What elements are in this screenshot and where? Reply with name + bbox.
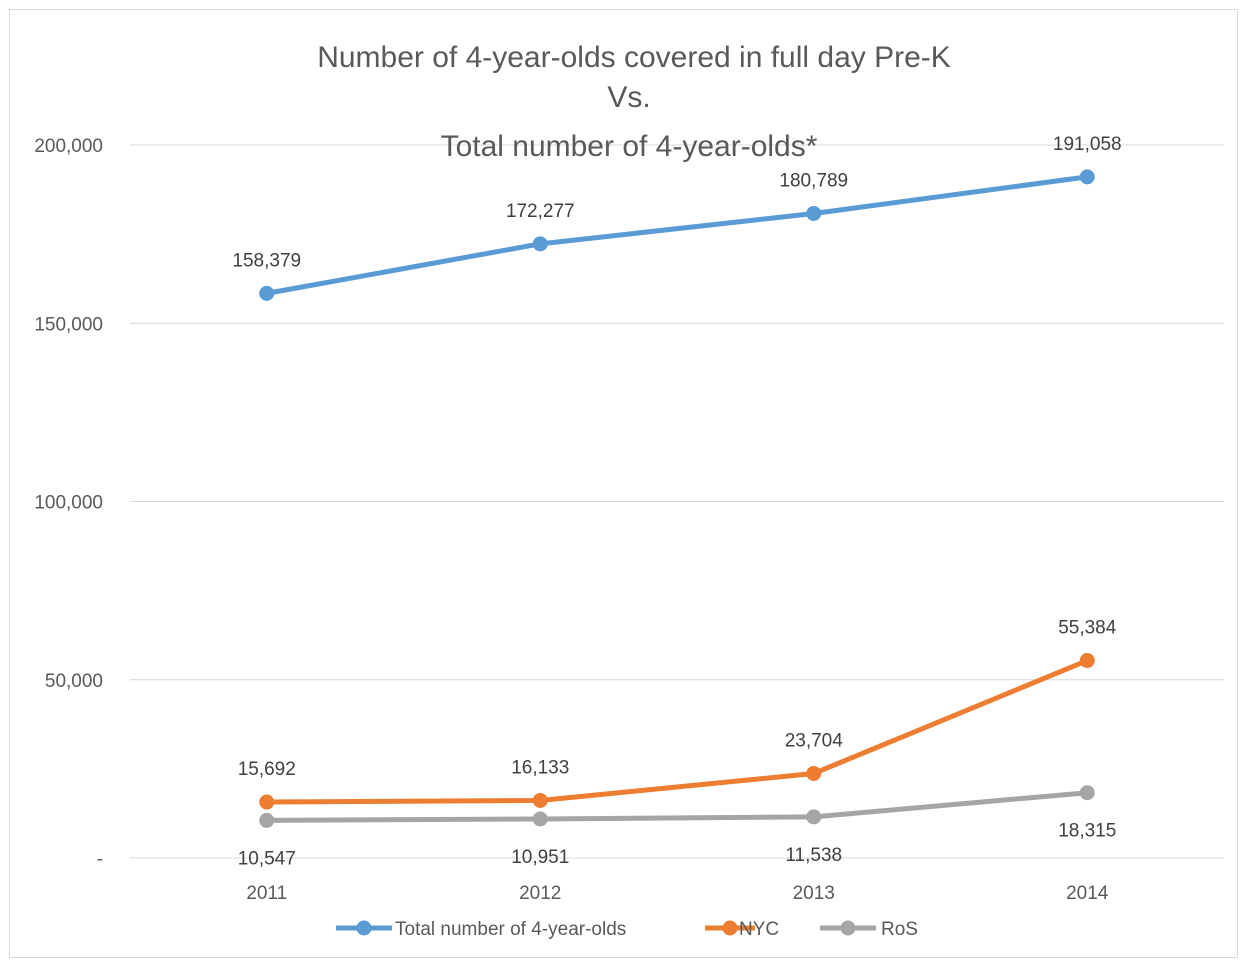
legend-swatch-marker-ros [840,920,856,936]
y-tick-label: 100,000 [34,493,103,514]
data-label-ros: 10,951 [511,847,569,868]
data-point-nyc [532,792,548,808]
chart-title-line-3: Total number of 4-year-olds* [441,130,818,163]
series-line-ros [264,790,1090,823]
data-point-ros [532,811,548,827]
data-labels: 10,547 10,951 11,538 18,315 15,692 16,133 23,7… [232,134,1121,870]
data-label-total-number-of-4-year-olds: 158,379 [232,250,301,271]
data-point-nyc [1079,653,1095,669]
data-label-total-number-of-4-year-olds: 180,789 [779,170,848,191]
legend-swatch-marker-nyc [722,920,738,936]
data-point-ros [1079,785,1095,801]
x-tick-label: 2014 [1066,883,1109,904]
data-label-nyc: 15,692 [238,759,296,780]
data-label-ros: 10,547 [238,848,296,869]
data-point-ros [259,812,275,828]
x-tick-label: 2011 [246,883,287,904]
series-layer [259,169,1095,828]
legend-swatch-marker-total-number-of-4-year-olds [356,920,372,936]
data-label-nyc: 23,704 [785,730,844,751]
legend: Total number of 4-year-olds NYC RoS [336,919,918,940]
x-tick-label: 2013 [793,883,835,904]
data-label-total-number-of-4-year-olds: 172,277 [506,201,575,222]
y-tick-label: 200,000 [34,136,103,157]
x-axis: 2011 2012 2013 2014 [246,883,1108,904]
series-line-total-number-of-4-year-olds [264,174,1090,296]
data-point-ros [806,809,822,825]
data-point-nyc [806,765,822,781]
x-tick-label: 2012 [519,883,561,904]
y-tick-label: - [97,849,103,870]
legend-label-ros: RoS [881,919,918,940]
y-axis: - 50,000 100,000 150,000 200,000 [34,136,103,870]
chart-title-line-2: Vs. [607,81,650,114]
chart-title: Number of 4-year-olds covered in full da… [317,41,951,163]
chart-title-line-1: Number of 4-year-olds covered in full da… [317,41,951,74]
legend-label-total-number-of-4-year-olds: Total number of 4-year-olds [395,919,626,940]
legend-label-nyc: NYC [739,919,779,940]
data-label-nyc: 16,133 [511,757,569,778]
data-point-total-number-of-4-year-olds [259,285,275,301]
y-tick-label: 150,000 [34,314,103,335]
data-label-nyc: 55,384 [1058,618,1117,639]
data-point-total-number-of-4-year-olds [806,205,822,221]
series-line-nyc [264,658,1090,805]
data-label-ros: 11,538 [785,845,842,866]
data-point-nyc [259,794,275,810]
data-label-ros: 18,315 [1058,821,1116,842]
data-label-total-number-of-4-year-olds: 191,058 [1053,134,1122,155]
data-point-total-number-of-4-year-olds [1079,169,1095,185]
data-point-total-number-of-4-year-olds [532,236,548,252]
y-tick-label: 50,000 [45,671,103,692]
